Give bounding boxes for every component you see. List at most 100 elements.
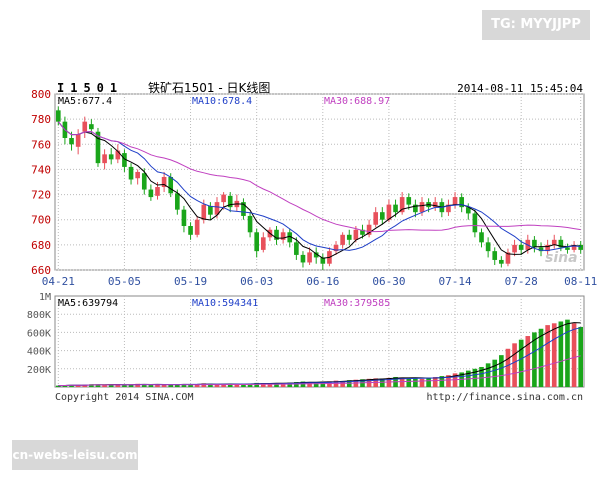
date-tick-label: 05-19	[174, 275, 207, 288]
volume-bar-up	[446, 375, 451, 387]
volume-bar-up	[551, 323, 557, 387]
volume-bar-down	[565, 319, 570, 387]
candle-down	[122, 153, 127, 167]
chart-frame	[54, 93, 585, 388]
y-axis-labels: 800 780 760 740 720 700 680 660	[31, 88, 51, 277]
candle-down	[472, 213, 478, 233]
price-tick-label: 800	[31, 88, 51, 101]
candle-down	[492, 251, 498, 260]
candle-down	[188, 226, 193, 235]
volume-bar-up	[221, 384, 226, 387]
candle-up	[82, 121, 88, 132]
price-tick-label: 780	[31, 113, 51, 126]
volume-bar-down	[532, 332, 537, 387]
candle-up	[214, 202, 220, 215]
volume-bar-down	[148, 384, 154, 387]
volume-bar-up	[267, 383, 273, 387]
volume-bar-up	[545, 325, 550, 387]
candle-down	[254, 232, 259, 252]
candle-down	[287, 232, 293, 243]
volume-bar-up	[260, 383, 266, 387]
volume-bar-up	[571, 323, 577, 387]
candle-down	[465, 207, 471, 214]
volume-bar-up	[155, 384, 160, 387]
volume-bar-down	[313, 382, 319, 387]
candle-down	[499, 259, 504, 264]
date-tick-label: 08-11	[564, 275, 597, 288]
candle-up	[307, 252, 312, 263]
candle-up	[419, 202, 425, 213]
candle-down	[565, 247, 570, 250]
copyright-text: Copyright 2014 SINA.COM	[55, 392, 193, 403]
volume-bar-down	[175, 384, 180, 387]
volume-bar-down	[89, 384, 94, 387]
volume-panel-border	[54, 295, 585, 388]
volume-bar-up	[102, 384, 107, 387]
candle-down	[518, 244, 524, 250]
candle-down	[393, 204, 398, 213]
grid-lines	[55, 93, 584, 387]
volume-bar-down	[69, 384, 74, 387]
candle-down	[241, 202, 246, 216]
candle-down	[69, 138, 74, 145]
volume-bar-down	[62, 385, 68, 387]
volume-bar-up	[512, 343, 517, 387]
candle-down	[406, 197, 412, 205]
price-ma10-line	[57, 121, 581, 252]
candle-down	[300, 254, 306, 263]
volume-bar-up	[201, 383, 207, 387]
candle-up	[452, 197, 458, 205]
site-watermark: cn-webs-leisu.com	[12, 440, 138, 470]
candle-down	[459, 197, 464, 208]
volume-bar-down	[492, 359, 498, 387]
price-tick-label: 680	[31, 239, 51, 252]
date-tick-label: 05-05	[108, 275, 141, 288]
candle-down	[168, 176, 174, 194]
volume-bar-down	[380, 378, 385, 387]
candle-up	[551, 239, 557, 245]
volume-bar-up	[161, 384, 167, 387]
candle-down	[208, 205, 213, 215]
volume-bar-down	[479, 366, 484, 387]
candle-up	[340, 234, 345, 245]
candle-up	[260, 237, 266, 250]
candle-up	[201, 204, 207, 220]
candle-up	[571, 244, 577, 250]
volume-bar-down	[538, 328, 544, 387]
candle-up	[366, 224, 372, 235]
x-axis-labels: 04-21 05-05 05-19 06-03 06-16 06-30 07-14 07-28…	[42, 275, 598, 288]
volume-ma30-line	[58, 355, 581, 387]
price-ma30-label: MA30:688.97	[324, 96, 390, 107]
price-ma10-label: MA10:678.4	[192, 96, 252, 107]
volume-bar-down	[227, 384, 233, 387]
volume-unit-label: 1M	[39, 292, 51, 303]
price-tick-label: 740	[31, 163, 51, 176]
candle-up	[399, 197, 405, 213]
candle-up	[446, 204, 451, 213]
volume-tick-label: 800K	[27, 310, 51, 321]
volume-tick-label: 600K	[27, 328, 51, 339]
volume-bar-down	[320, 381, 326, 387]
price-tick-label: 660	[31, 264, 51, 277]
volume-bar-up	[234, 383, 240, 387]
candle-down	[360, 229, 365, 235]
volume-bar-down	[128, 384, 134, 387]
volume-bar-down	[558, 321, 564, 387]
volume-bar-down	[499, 355, 504, 387]
volume-bar-up	[75, 385, 81, 387]
volume-bar-down	[181, 383, 187, 387]
candle-down	[108, 154, 114, 160]
volume-bar-up	[340, 380, 345, 387]
volume-bars	[55, 319, 584, 387]
volume-bar-down	[188, 384, 193, 387]
date-tick-label: 06-03	[240, 275, 273, 288]
candle-up	[545, 244, 550, 252]
volume-bar-down	[406, 378, 412, 387]
volume-bar-down	[208, 383, 213, 387]
volume-bar-down	[439, 376, 445, 387]
price-ma30-line	[57, 121, 581, 233]
candle-up	[432, 202, 438, 208]
candle-up	[161, 176, 167, 188]
volume-bar-up	[280, 382, 286, 387]
